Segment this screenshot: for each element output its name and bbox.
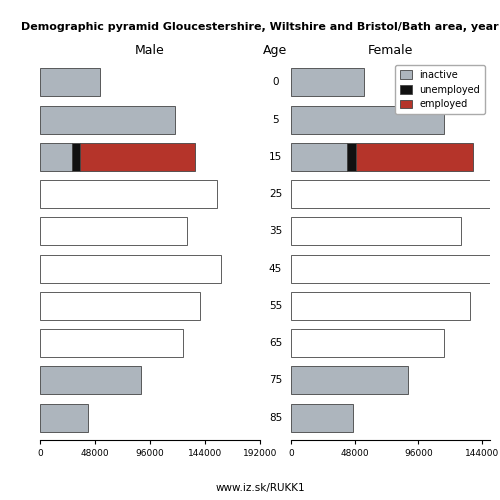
Bar	[291, 143, 347, 171]
Bar	[40, 106, 175, 134]
Text: 5: 5	[272, 114, 279, 124]
Bar	[40, 143, 72, 171]
Legend: inactive, unemployed, employed: inactive, unemployed, employed	[395, 65, 485, 114]
Bar	[40, 366, 140, 394]
Bar	[291, 329, 444, 357]
Bar	[40, 292, 200, 320]
Text: 45: 45	[269, 264, 282, 274]
Text: 15: 15	[269, 152, 282, 162]
Bar	[40, 180, 218, 208]
Bar	[40, 218, 186, 246]
Title: Female: Female	[368, 44, 414, 58]
Bar	[291, 254, 500, 282]
Bar	[40, 68, 100, 96]
Text: Demographic pyramid Gloucestershire, Wiltshire and Bristol/Bath area, year: Demographic pyramid Gloucestershire, Wil…	[21, 22, 499, 32]
Bar	[291, 106, 444, 134]
Bar	[40, 254, 221, 282]
Text: 75: 75	[269, 376, 282, 386]
Bar	[291, 366, 408, 394]
Text: 85: 85	[269, 412, 282, 422]
Bar	[80, 143, 194, 171]
Bar	[291, 180, 496, 208]
Bar	[291, 404, 354, 431]
Bar	[356, 143, 473, 171]
Bar	[347, 143, 356, 171]
Title: Male: Male	[135, 44, 165, 58]
Text: 25: 25	[269, 189, 282, 199]
Bar	[291, 68, 364, 96]
Bar	[291, 292, 470, 320]
Bar	[72, 143, 80, 171]
Text: 0: 0	[272, 78, 278, 88]
Bar	[40, 329, 183, 357]
Text: 65: 65	[269, 338, 282, 348]
Bar	[40, 404, 88, 431]
Bar	[291, 218, 461, 246]
Text: www.iz.sk/RUKK1: www.iz.sk/RUKK1	[215, 482, 305, 492]
Text: 35: 35	[269, 226, 282, 236]
Text: 55: 55	[269, 301, 282, 311]
Title: Age: Age	[264, 44, 287, 58]
